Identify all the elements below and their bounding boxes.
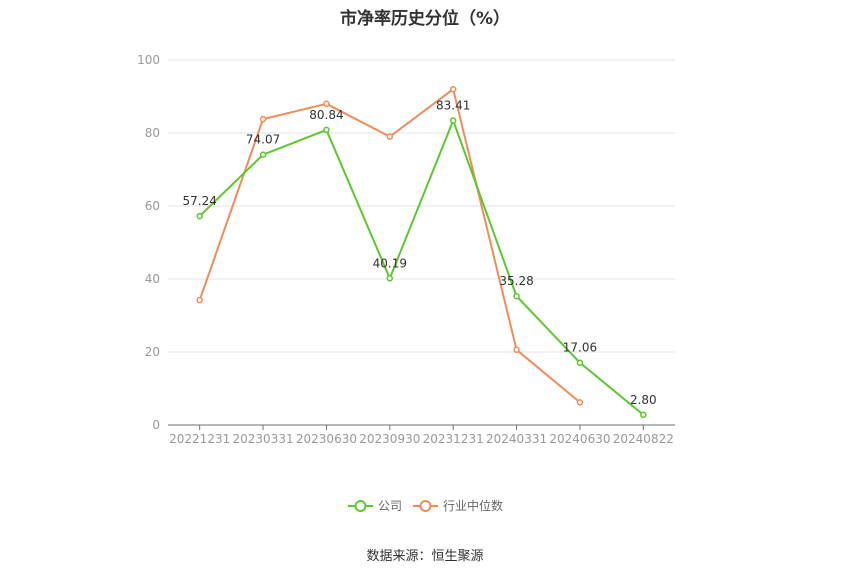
- data-point: [259, 151, 267, 158]
- x-tick-label: 20231231: [423, 432, 484, 446]
- data-label: 2.80: [630, 393, 657, 407]
- data-point: [259, 115, 267, 123]
- x-tick-label: 20240822: [613, 432, 674, 446]
- y-tick-label: 80: [145, 126, 160, 140]
- x-tick-label: 20230331: [233, 432, 294, 446]
- chart-title: 市净率历史分位（%）: [339, 9, 511, 29]
- data-point: [323, 100, 330, 108]
- data-point: [576, 359, 584, 366]
- data-label: 17.06: [563, 341, 597, 355]
- x-tick-label: 20240331: [486, 432, 547, 446]
- x-tick-label: 20221231: [169, 432, 230, 446]
- legend-company-marker-icon: [354, 500, 367, 512]
- data-point: [449, 85, 457, 93]
- x-tick-label: 20240630: [549, 432, 610, 446]
- data-point: [576, 399, 584, 406]
- data-point: [386, 133, 394, 140]
- y-tick-label: 100: [137, 53, 160, 67]
- y-tick-label: 20: [145, 345, 160, 359]
- legend-industry-median-marker-icon: [419, 500, 432, 512]
- data-label: 74.07: [246, 133, 280, 147]
- data-label: 35.28: [499, 274, 533, 288]
- legend-industry-median-label[interactable]: 行业中位数: [443, 498, 503, 513]
- data-label: 80.84: [309, 108, 343, 122]
- y-tick-label: 60: [145, 199, 160, 213]
- data-point: [323, 126, 330, 134]
- y-tick-label: 40: [145, 272, 160, 286]
- data-label: 40.19: [373, 256, 407, 270]
- x-tick-label: 20230930: [359, 432, 420, 446]
- data-point: [513, 346, 520, 354]
- data-point: [513, 292, 520, 300]
- data-point: [196, 296, 203, 304]
- data-label: 57.24: [183, 194, 217, 208]
- data-point: [196, 212, 203, 220]
- data-point: [449, 117, 457, 124]
- source-note: 数据来源：恒生聚源: [366, 549, 484, 564]
- data-point: [640, 411, 647, 419]
- y-tick-label: 0: [152, 418, 160, 432]
- legend-company-label[interactable]: 公司: [378, 499, 402, 513]
- data-point: [386, 275, 394, 282]
- series-line-company: [198, 119, 644, 416]
- x-tick-label: 20230630: [296, 432, 357, 446]
- data-label: 83.41: [436, 99, 470, 113]
